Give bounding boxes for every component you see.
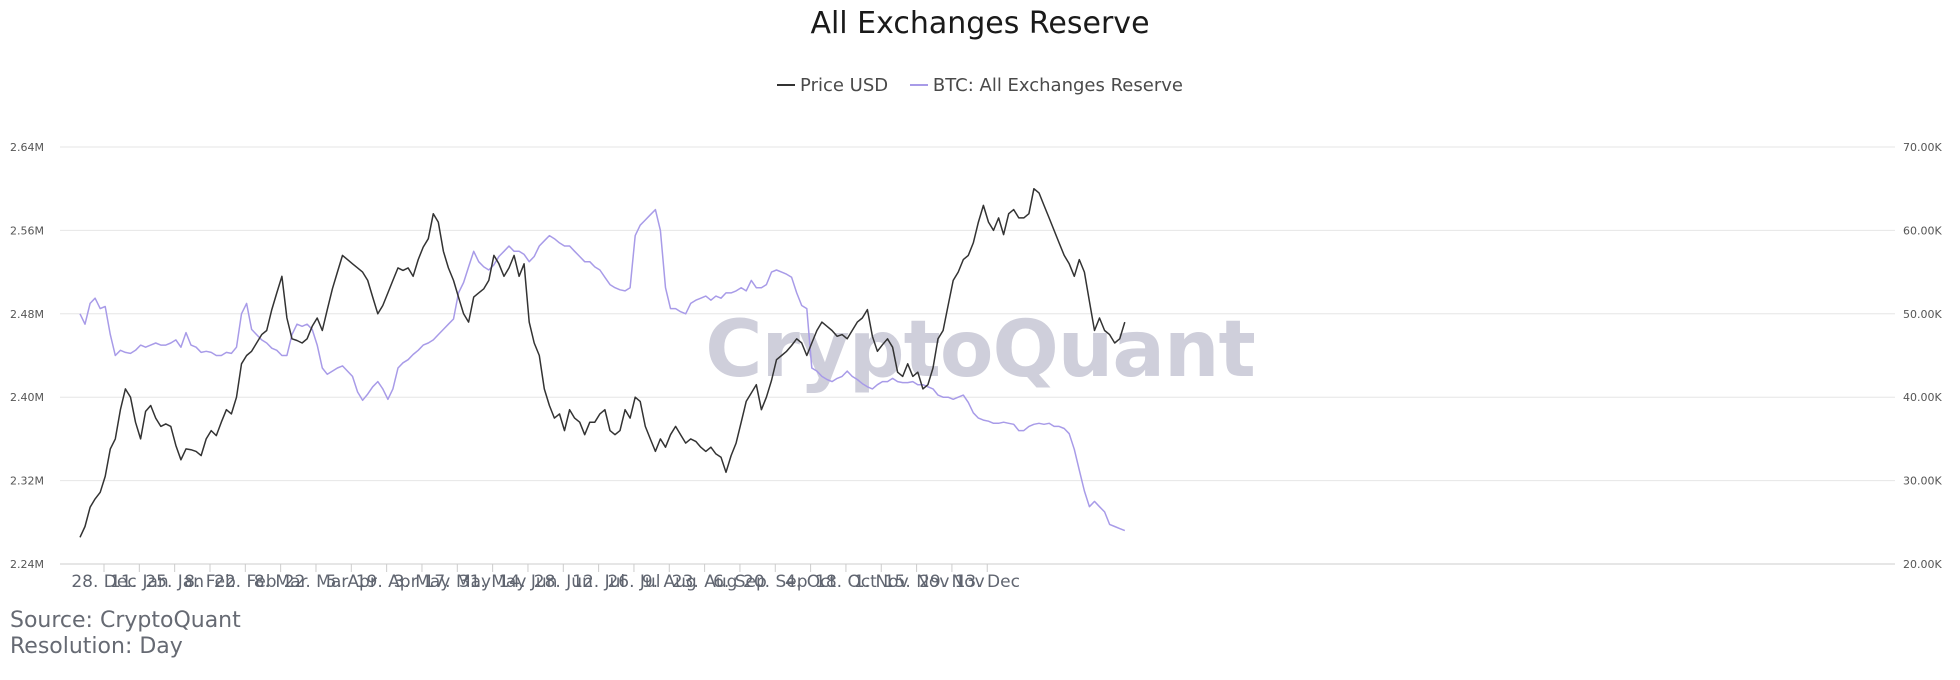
x-tick-label: 1. Nov <box>854 572 909 592</box>
legend: Price USD BTC: All Exchanges Reserve <box>0 70 1960 96</box>
y-left-tick-label: 2.24M <box>10 558 44 571</box>
legend-swatch-reserve <box>909 84 928 86</box>
legend-label-reserve: BTC: All Exchanges Reserve <box>932 74 1183 96</box>
x-tick-label: 20. Sep <box>743 572 807 592</box>
y-right-tick-label: 30.00K <box>1903 475 1942 488</box>
y-left-tick-label: 2.48M <box>10 308 44 321</box>
legend-label-price: Price USD <box>800 74 889 96</box>
footer: Source: CryptoQuant Resolution: Day <box>10 608 241 660</box>
x-tick-label: 12. Jul <box>572 572 625 592</box>
x-tick-label: 23. Aug <box>672 572 738 592</box>
x-tick-label: 8. Feb <box>184 572 236 592</box>
y-left-tick-label: 2.32M <box>10 475 44 488</box>
x-tick-label: 8. Mar <box>254 572 308 592</box>
x-tick-label: 18. Oct <box>815 572 877 592</box>
legend-item-reserve[interactable]: BTC: All Exchanges Reserve <box>909 74 1183 96</box>
x-tick-label: 31. May <box>459 572 527 592</box>
x-tick-label: 22. Mar <box>284 572 349 592</box>
y-right-tick-label: 20.00K <box>1903 558 1942 571</box>
axes: 2.24M 20.00K 2.32M 30.00K 2.40M 40.00K 2.48M 50… <box>10 141 1942 592</box>
x-tick-label: 15. Nov <box>884 572 950 592</box>
x-tick-label: 6. Sep <box>713 572 767 592</box>
x-tick-label: 25. Jan <box>145 572 204 592</box>
chart-title: All Exchanges Reserve <box>810 6 1150 41</box>
y-right-tick-label: 70.00K <box>1903 141 1942 154</box>
x-tick-label: 17. May <box>424 572 492 592</box>
x-tick-label: 29. Nov <box>919 572 985 592</box>
y-right-tick-label: 60.00K <box>1903 224 1942 237</box>
y-right-tick-label: 50.00K <box>1903 308 1942 321</box>
x-tick-label: 19. Apr <box>356 572 418 592</box>
y-right-tick-label: 40.00K <box>1903 391 1942 404</box>
y-left-tick-label: 2.40M <box>10 391 44 404</box>
y-left-tick-label: 2.64M <box>10 141 44 154</box>
x-tick-label: 13. Dec <box>955 572 1020 592</box>
source-text: Source: CryptoQuant <box>10 608 241 633</box>
x-tick-label: 4. Oct <box>785 572 836 592</box>
grid-lines <box>60 146 1895 565</box>
series-layer <box>79 187 1126 538</box>
series-line-price-usd[interactable] <box>79 187 1126 538</box>
legend-item-price[interactable]: Price USD <box>777 75 888 96</box>
series-line-exchange-reserve[interactable] <box>79 208 1126 532</box>
x-tick-label: 5. Apr <box>326 572 377 592</box>
x-tick-label: 9. Aug <box>642 572 697 592</box>
legend-swatch-price <box>777 84 796 86</box>
x-tick-label: 3. May <box>394 572 451 592</box>
x-tick-label: 14. Jun <box>498 572 557 592</box>
x-tick-label: 22. Feb <box>214 572 277 592</box>
x-tick-label: 28. Jun <box>534 572 593 592</box>
x-tick-label: 28. Dec <box>71 572 136 592</box>
x-tick-label: 11. Jan <box>110 572 169 592</box>
x-tick-label: 26. Jul <box>607 572 660 592</box>
watermark: CryptoQuant <box>705 305 1255 395</box>
y-left-tick-label: 2.56M <box>10 224 44 237</box>
resolution-text: Resolution: Day <box>10 634 183 659</box>
